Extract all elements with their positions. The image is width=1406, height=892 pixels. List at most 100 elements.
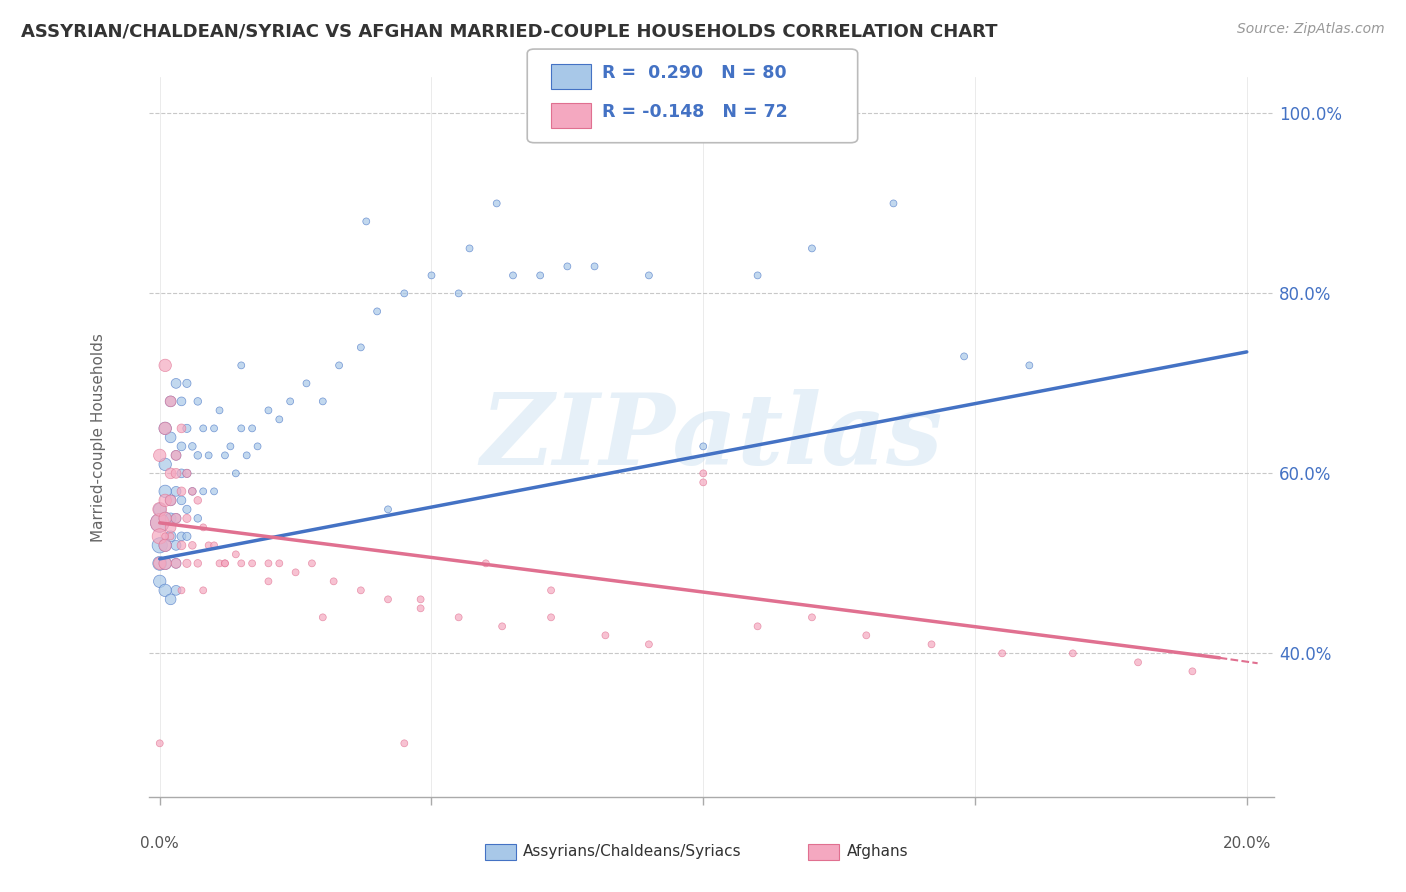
Point: [322, 574, 344, 589]
Point: [214, 557, 236, 571]
Point: [257, 557, 280, 571]
Point: [165, 557, 187, 571]
Point: [366, 304, 388, 318]
Point: [165, 449, 187, 463]
Point: [170, 484, 193, 499]
Point: [420, 268, 443, 283]
Point: [187, 493, 209, 508]
Point: [197, 538, 219, 552]
Point: [1181, 665, 1204, 679]
Point: [187, 511, 209, 525]
Text: 0.0%: 0.0%: [141, 836, 179, 851]
Point: [159, 520, 181, 534]
Point: [557, 260, 579, 274]
Point: [193, 484, 215, 499]
Point: [214, 449, 236, 463]
Point: [458, 241, 481, 255]
Point: [153, 538, 176, 552]
Point: [149, 574, 172, 589]
Point: [921, 637, 943, 651]
Point: [159, 529, 181, 543]
Point: [153, 359, 176, 373]
Point: [153, 583, 176, 598]
Point: [149, 516, 172, 530]
Point: [181, 484, 204, 499]
Point: [447, 610, 470, 624]
Point: [170, 439, 193, 453]
Point: [170, 529, 193, 543]
Point: [240, 421, 263, 435]
Point: [1126, 656, 1149, 670]
Point: [165, 484, 187, 499]
Point: [356, 214, 378, 228]
Point: [165, 557, 187, 571]
Point: [214, 557, 236, 571]
Point: [540, 583, 562, 598]
Point: [149, 736, 172, 750]
Text: ASSYRIAN/CHALDEAN/SYRIAC VS AFGHAN MARRIED-COUPLE HOUSEHOLDS CORRELATION CHART: ASSYRIAN/CHALDEAN/SYRIAC VS AFGHAN MARRI…: [21, 22, 998, 40]
Point: [269, 412, 291, 426]
Point: [257, 403, 280, 417]
Point: [1062, 646, 1084, 660]
Point: [202, 421, 225, 435]
Point: [231, 359, 253, 373]
Point: [208, 403, 231, 417]
Point: [1018, 359, 1040, 373]
Point: [170, 583, 193, 598]
Point: [193, 583, 215, 598]
Point: [153, 511, 176, 525]
Point: [193, 520, 215, 534]
Point: [159, 592, 181, 607]
Point: [159, 511, 181, 525]
Point: [165, 511, 187, 525]
Text: R = -0.148   N = 72: R = -0.148 N = 72: [602, 103, 787, 120]
Text: R =  0.290   N = 80: R = 0.290 N = 80: [602, 64, 786, 82]
Point: [149, 557, 172, 571]
Point: [165, 376, 187, 391]
Point: [692, 439, 714, 453]
Point: [747, 619, 769, 633]
Point: [540, 610, 562, 624]
Text: Assyrians/Chaldeans/Syriacs: Assyrians/Chaldeans/Syriacs: [523, 845, 741, 859]
Point: [149, 529, 172, 543]
Text: 20.0%: 20.0%: [1223, 836, 1271, 851]
Point: [176, 376, 198, 391]
Point: [170, 538, 193, 552]
Point: [800, 610, 823, 624]
Point: [638, 637, 661, 651]
Point: [295, 376, 318, 391]
Point: [176, 467, 198, 481]
Point: [153, 493, 176, 508]
Point: [491, 619, 513, 633]
Point: [176, 421, 198, 435]
Point: [181, 484, 204, 499]
Point: [692, 475, 714, 490]
Point: [159, 493, 181, 508]
Text: ZIPatlas: ZIPatlas: [481, 389, 942, 485]
Point: [181, 439, 204, 453]
Point: [350, 583, 373, 598]
Point: [149, 538, 172, 552]
Point: [409, 592, 432, 607]
Point: [301, 557, 323, 571]
Point: [246, 439, 269, 453]
Point: [208, 557, 231, 571]
Point: [202, 538, 225, 552]
Point: [485, 196, 508, 211]
Point: [855, 628, 877, 642]
Point: [153, 484, 176, 499]
Point: [187, 557, 209, 571]
Point: [312, 394, 335, 409]
Point: [502, 268, 524, 283]
Point: [312, 610, 335, 624]
Point: [447, 286, 470, 301]
Point: [583, 260, 606, 274]
Point: [328, 359, 350, 373]
Point: [257, 574, 280, 589]
Point: [231, 421, 253, 435]
Point: [692, 467, 714, 481]
Point: [153, 557, 176, 571]
Point: [187, 394, 209, 409]
Point: [529, 268, 551, 283]
Point: [165, 449, 187, 463]
